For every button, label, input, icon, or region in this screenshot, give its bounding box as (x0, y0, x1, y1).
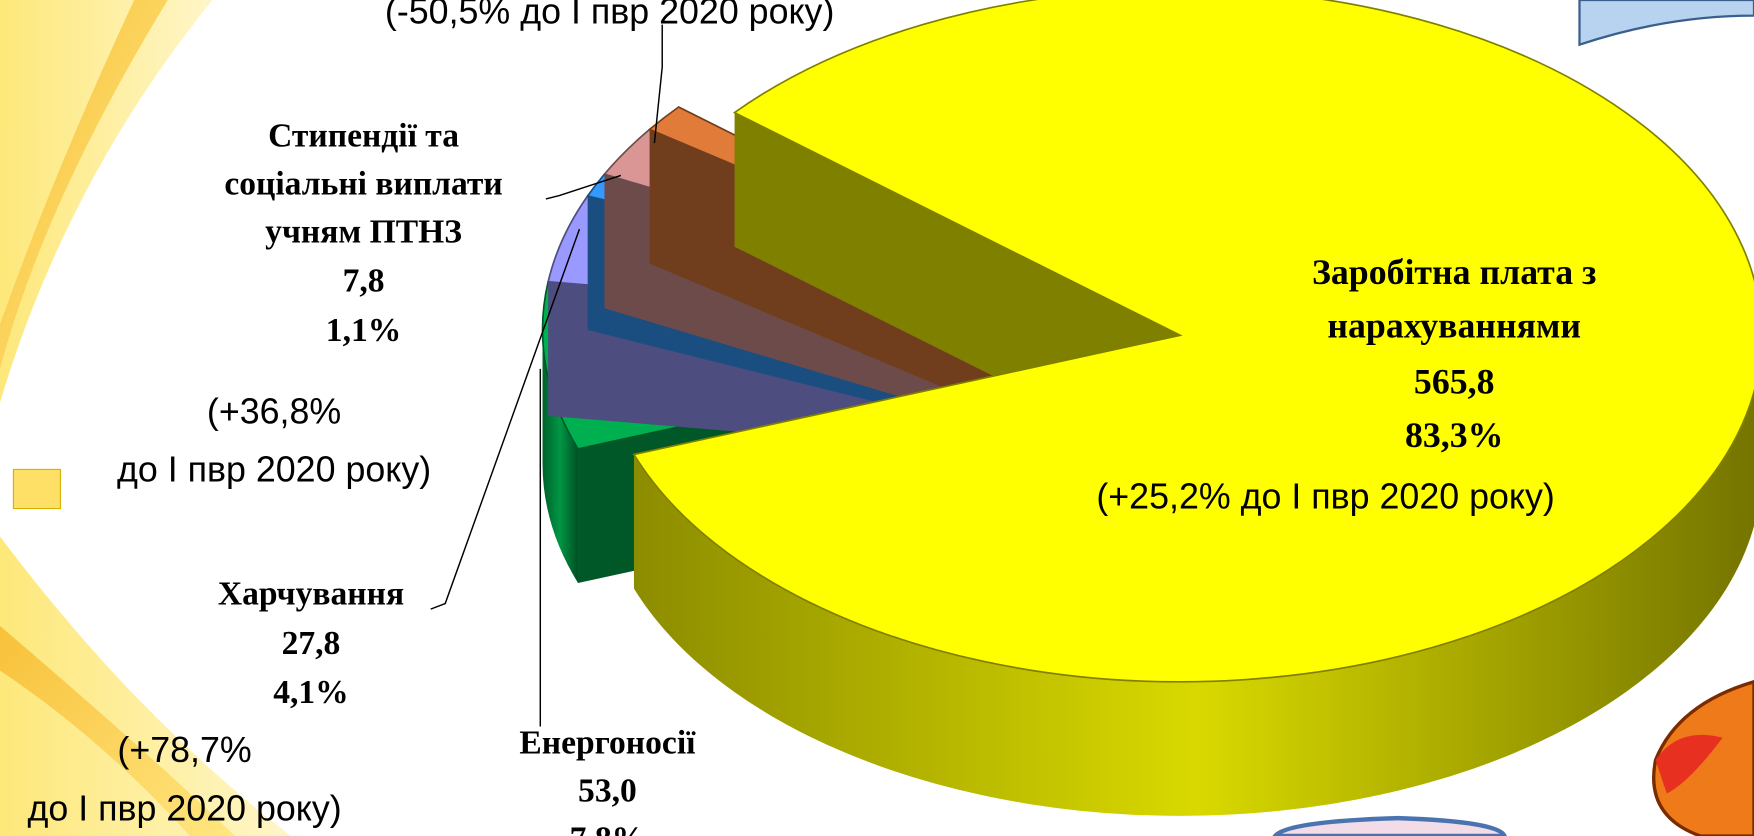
leader-lines (430, 24, 663, 727)
slice-label: Харчування (217, 575, 405, 613)
slice (632, 0, 1754, 683)
percent-label: 4,1% (273, 673, 349, 711)
change-note: (+25,2% до І пвр 2020 року) (1096, 476, 1555, 517)
leader-line (545, 174, 622, 200)
pie (541, 0, 1754, 816)
change-note: (-50,5% до І пвр 2020 року) (384, 0, 835, 32)
cartoon-detail (1655, 734, 1723, 794)
leader-line (653, 24, 663, 144)
percent-label: 83,3% (1404, 414, 1504, 455)
amount-label: 565,8 (1413, 361, 1495, 402)
slice-label: Стипендії та соціальні виплати учням ПТН… (224, 117, 503, 251)
amount-label: 27,8 (281, 624, 341, 662)
amount-label: 7,8 (342, 262, 385, 300)
change-note: (+78,7% до І пвр 2020 року) (27, 729, 342, 829)
swoosh (0, 536, 291, 836)
bottom-shape (1272, 815, 1507, 836)
slice-side (633, 391, 1754, 816)
percent-label: 7,8% (570, 815, 646, 836)
change-note: (+36,8% до І пвр 2020 року) (116, 391, 432, 490)
amount-label: 53,0 (578, 772, 637, 810)
legend-swatch (12, 468, 61, 510)
swoosh (0, 625, 235, 836)
slice-label: Енергоносії (519, 724, 696, 762)
corner-shape (1578, 0, 1754, 47)
swoosh (0, 0, 213, 403)
slice-label: Заробітна плата з нарахуваннями (1311, 251, 1597, 346)
percent-label: 1,1% (325, 311, 402, 349)
leader-line (430, 228, 581, 610)
